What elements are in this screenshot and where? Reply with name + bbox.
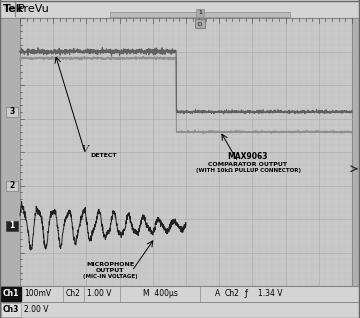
Bar [0,302,360,318]
Text: OUTPUT: OUTPUT [96,268,124,273]
Text: A: A [215,289,220,299]
Text: COMPARATOR OUTPUT: COMPARATOR OUTPUT [208,162,288,167]
Bar [195,19,205,28]
Text: D: D [198,22,202,26]
Text: V: V [82,145,89,154]
Bar [20,18,352,286]
Text: Ch1: Ch1 [3,289,19,299]
Text: ƒ: ƒ [245,289,248,299]
Text: 3: 3 [9,107,15,116]
FancyBboxPatch shape [6,221,18,231]
Text: Tek: Tek [3,4,24,14]
FancyBboxPatch shape [6,181,18,190]
Text: (WITH 10kΩ PULLUP CONNECTOR): (WITH 10kΩ PULLUP CONNECTOR) [195,168,301,173]
Text: 1: 1 [198,10,202,16]
Text: Ch2: Ch2 [225,289,240,299]
Text: M  400μs: M 400μs [143,289,177,299]
Text: DETECT: DETECT [90,153,117,158]
Text: 1.00 V: 1.00 V [87,289,112,299]
Text: 1.34 V: 1.34 V [258,289,283,299]
Bar [0,0,360,18]
FancyBboxPatch shape [6,107,18,117]
Text: 1: 1 [9,221,15,230]
Text: 100mV: 100mV [24,289,51,299]
Bar [1,303,21,317]
Bar [110,12,290,17]
Text: Ch3: Ch3 [3,306,19,315]
Text: 2.00 V: 2.00 V [24,306,49,315]
Bar [0,286,360,302]
Bar [1,287,21,301]
Bar [196,9,204,17]
Text: Ch2: Ch2 [66,289,81,299]
Text: PreVu: PreVu [18,4,50,14]
Text: MAX9063: MAX9063 [228,152,268,161]
Text: (MIC-IN VOLTAGE): (MIC-IN VOLTAGE) [83,274,137,279]
Text: 2: 2 [9,181,15,190]
Text: MICROPHONE: MICROPHONE [86,262,134,267]
